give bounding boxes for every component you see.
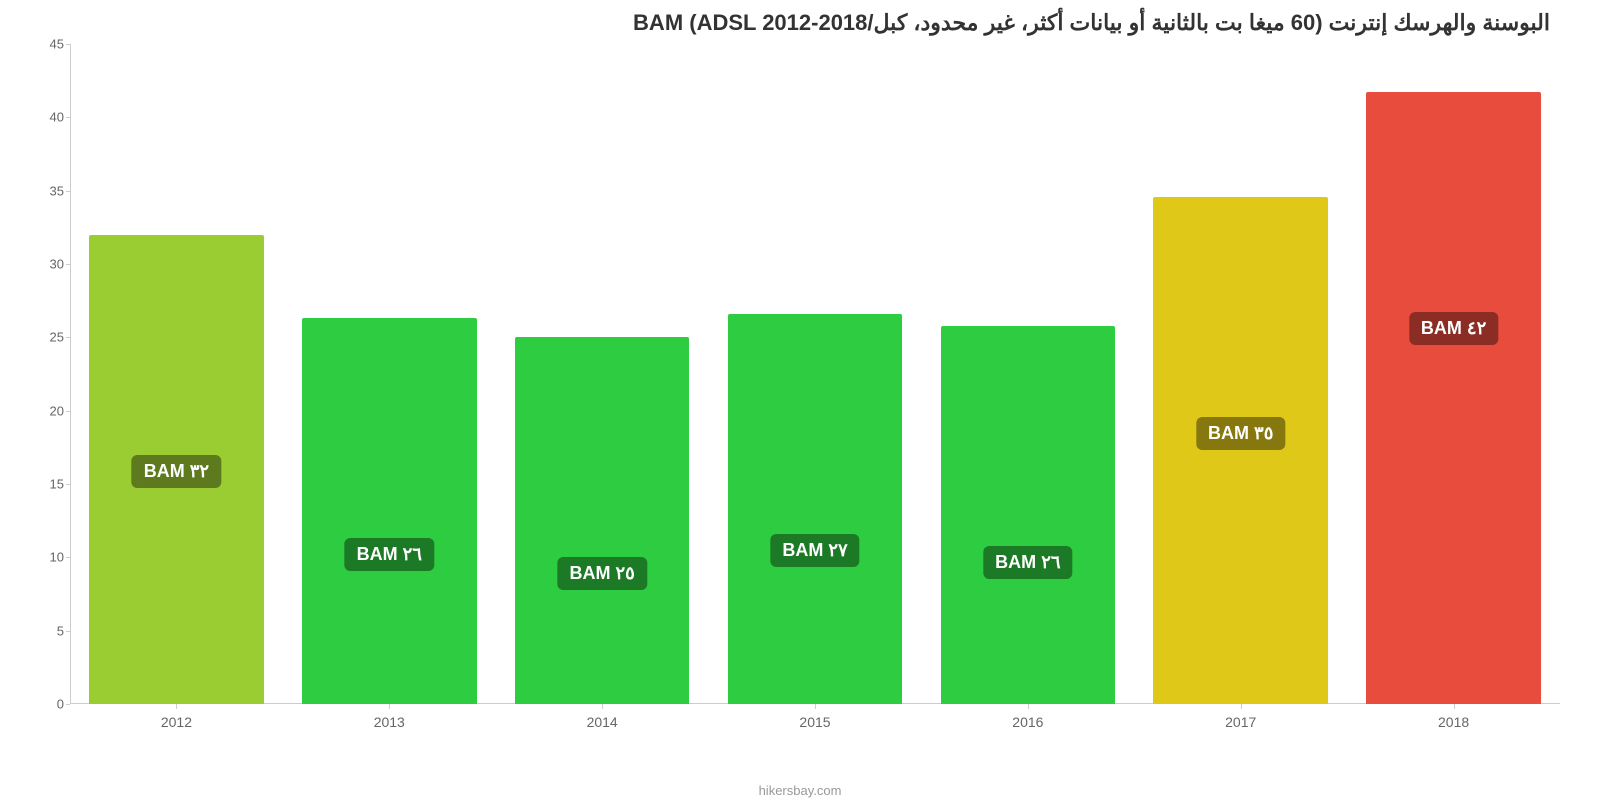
bar: ٢٧ BAM <box>728 314 903 704</box>
x-tick-mark <box>602 704 603 709</box>
x-tick-label: 2014 <box>496 704 709 744</box>
bar-value-badge: ٢٦ BAM <box>983 546 1072 579</box>
bar-slot: ٢٦ BAM <box>921 44 1134 704</box>
y-tick-label: 30 <box>50 257 64 272</box>
x-tick-label: 2015 <box>709 704 922 744</box>
bar: ٤٢ BAM <box>1366 92 1541 704</box>
bar: ٣٥ BAM <box>1153 197 1328 704</box>
bar-slot: ٢٧ BAM <box>709 44 922 704</box>
x-tick-label: 2012 <box>70 704 283 744</box>
bar-slot: ٣٢ BAM <box>70 44 283 704</box>
bar-value-badge: ٢٧ BAM <box>770 534 859 567</box>
bar-value-badge: ٢٦ BAM <box>345 538 434 571</box>
x-tick-label: 2017 <box>1134 704 1347 744</box>
bar-value-badge: ٢٥ BAM <box>557 557 646 590</box>
chart-container: البوسنة والهرسك إنترنت (60 ميغا بت بالثا… <box>40 10 1560 780</box>
x-tick-label: 2013 <box>283 704 496 744</box>
y-tick-label: 25 <box>50 330 64 345</box>
bar-value-badge: ٣٥ BAM <box>1196 417 1285 450</box>
x-tick-mark <box>1454 704 1455 709</box>
y-tick-label: 0 <box>57 697 64 712</box>
bar: ٢٦ BAM <box>302 318 477 704</box>
bar: ٣٢ BAM <box>89 235 264 704</box>
y-axis: 051015202530354045 <box>40 44 70 704</box>
x-tick-label: 2018 <box>1347 704 1560 744</box>
x-tick-label: 2016 <box>921 704 1134 744</box>
x-tick-mark <box>1241 704 1242 709</box>
x-tick-mark <box>815 704 816 709</box>
plot-area: 051015202530354045 ٣٢ BAM٢٦ BAM٢٥ BAM٢٧ … <box>70 44 1560 744</box>
bars-row: ٣٢ BAM ٢٦ BAM ٢٥ BAM ٢٧ BAM ٢٦ BAM ٣٥ BAM ٤٢ B… <box>70 44 1560 704</box>
bar-value-badge: ٣٢ BAM <box>132 455 221 488</box>
y-tick-label: 45 <box>50 37 64 52</box>
y-tick-label: 20 <box>50 403 64 418</box>
bar: ٢٦ BAM <box>941 326 1116 704</box>
y-tick-label: 40 <box>50 110 64 125</box>
bar-value-badge: ٤٢ BAM <box>1409 312 1498 345</box>
y-tick-label: 35 <box>50 183 64 198</box>
bar-slot: ٤٢ BAM <box>1347 44 1560 704</box>
chart-title: البوسنة والهرسك إنترنت (60 ميغا بت بالثا… <box>40 10 1560 36</box>
bar: ٢٥ BAM <box>515 337 690 704</box>
y-tick-label: 15 <box>50 477 64 492</box>
attribution-text: hikersbay.com <box>759 783 842 798</box>
y-tick-label: 10 <box>50 550 64 565</box>
bar-slot: ٢٦ BAM <box>283 44 496 704</box>
x-tick-mark <box>176 704 177 709</box>
bar-slot: ٣٥ BAM <box>1134 44 1347 704</box>
bar-slot: ٢٥ BAM <box>496 44 709 704</box>
x-tick-mark <box>389 704 390 709</box>
y-tick-label: 5 <box>57 623 64 638</box>
x-axis-labels: 2012201320142015201620172018 <box>70 704 1560 744</box>
x-tick-mark <box>1028 704 1029 709</box>
